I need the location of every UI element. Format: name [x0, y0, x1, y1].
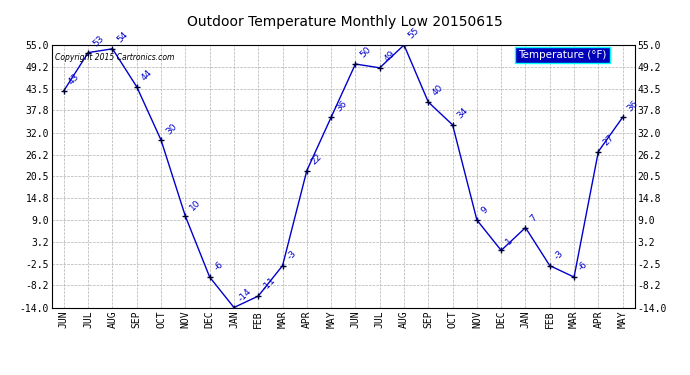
Text: 9: 9	[480, 206, 490, 216]
Text: Outdoor Temperature Monthly Low 20150615: Outdoor Temperature Monthly Low 20150615	[187, 15, 503, 29]
Text: 22: 22	[310, 152, 324, 166]
Text: -14: -14	[237, 286, 253, 303]
Text: 10: 10	[188, 198, 203, 212]
Text: 36: 36	[625, 99, 640, 113]
Text: Copyright 2015 Cartronics.com: Copyright 2015 Cartronics.com	[55, 53, 174, 62]
Text: 44: 44	[139, 68, 154, 82]
Text: 53: 53	[91, 34, 106, 48]
Text: 43: 43	[67, 72, 81, 87]
Text: -3: -3	[286, 249, 298, 261]
Text: 54: 54	[115, 30, 130, 45]
Text: 27: 27	[601, 133, 615, 147]
Text: 36: 36	[334, 99, 348, 113]
Text: -6: -6	[213, 260, 225, 273]
Text: -6: -6	[577, 260, 589, 273]
Text: 55: 55	[407, 26, 422, 41]
Text: -11: -11	[261, 275, 278, 292]
Text: 49: 49	[382, 49, 397, 64]
Text: 7: 7	[529, 213, 539, 223]
Text: Temperature (°F): Temperature (°F)	[518, 50, 607, 60]
Text: 50: 50	[358, 45, 373, 60]
Text: 1: 1	[504, 236, 514, 246]
Text: 40: 40	[431, 84, 446, 98]
Text: 34: 34	[455, 106, 470, 121]
Text: 30: 30	[164, 122, 178, 136]
Text: -3: -3	[553, 249, 565, 261]
